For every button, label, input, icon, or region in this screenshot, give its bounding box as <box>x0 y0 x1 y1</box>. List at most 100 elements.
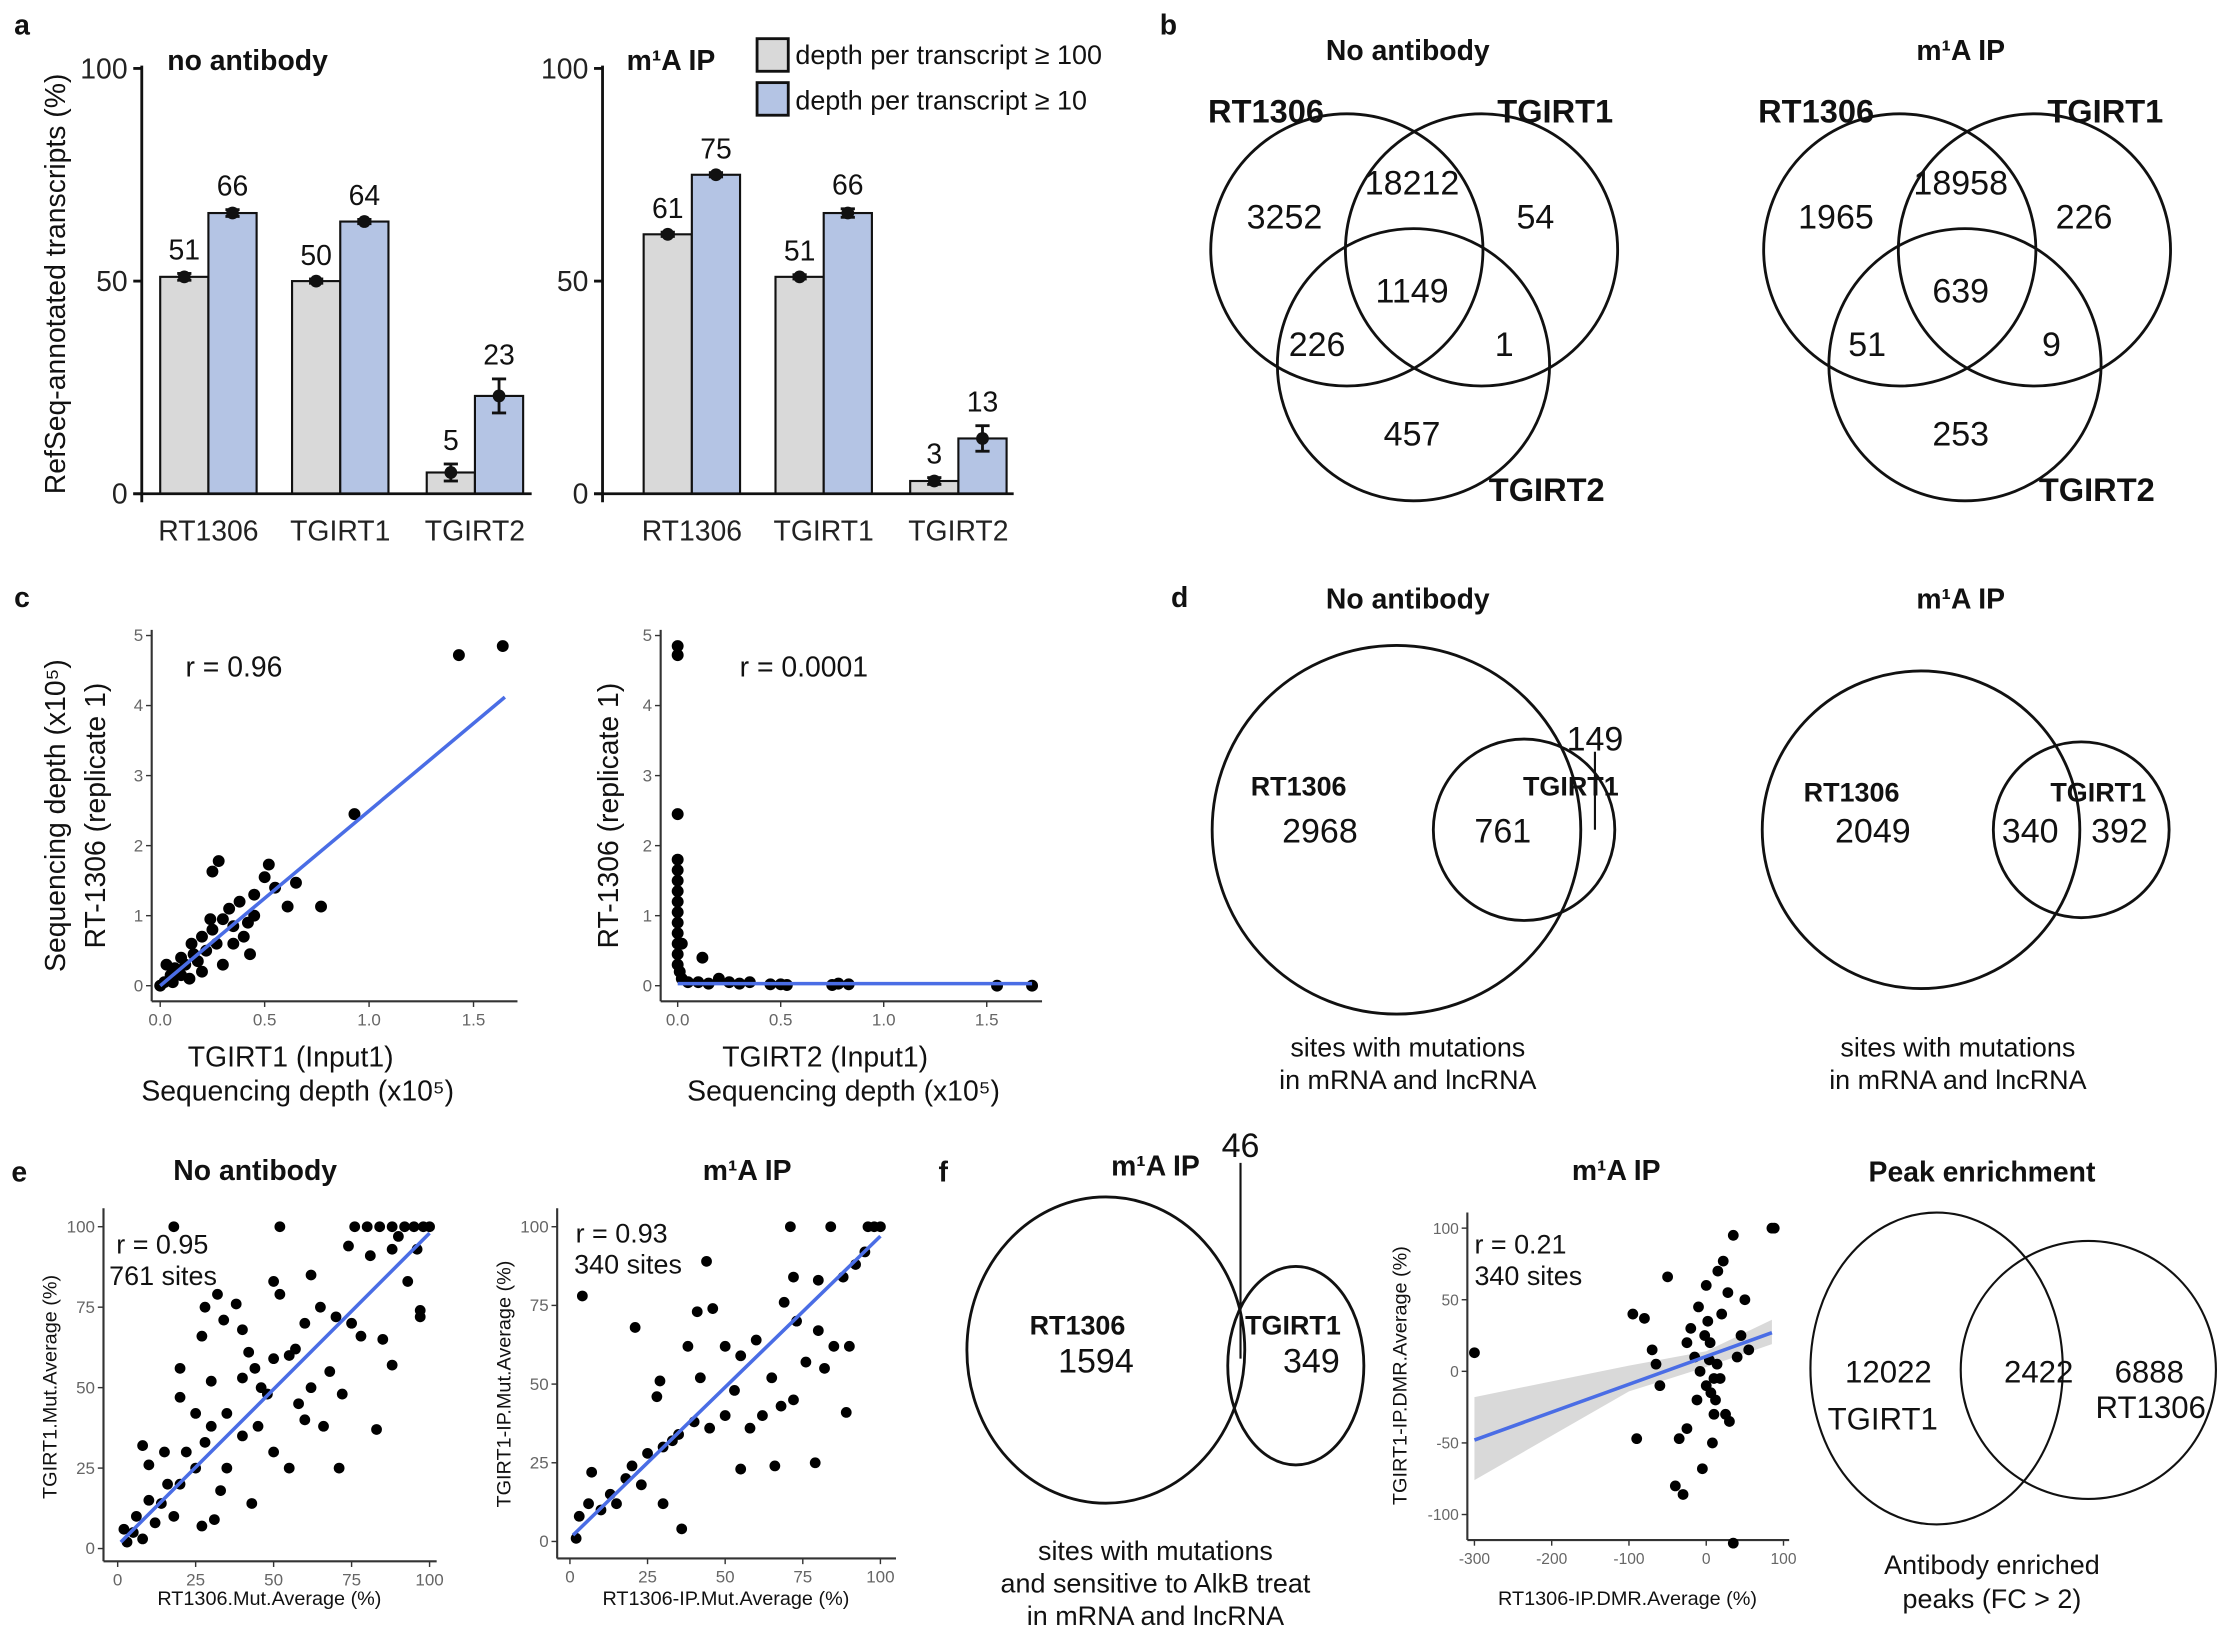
replicate-point <box>841 206 855 220</box>
venn-count: 18958 <box>1913 165 2008 203</box>
data-point <box>671 649 684 662</box>
bar <box>774 275 825 495</box>
f-right-title: Peak enrichment <box>1869 1156 2096 1188</box>
a-left-title: no antibody <box>167 45 328 77</box>
x-tick-label: -100 <box>1613 1551 1645 1568</box>
data-point <box>1708 1373 1720 1384</box>
x-tick-label: 0.5 <box>769 1010 793 1029</box>
f-left-caption: sites with mutations <box>1038 1536 1273 1566</box>
data-point <box>248 888 261 901</box>
y-tick-label: 0 <box>643 976 652 995</box>
data-point <box>1743 1344 1755 1356</box>
x-tick-label: 1.5 <box>462 1010 486 1029</box>
x-tick-label: RT1306 <box>642 516 742 548</box>
x-tick-label: 0 <box>113 1570 122 1589</box>
data-point <box>190 1407 202 1419</box>
venn-count: 12022 <box>1845 1355 1932 1390</box>
data-point <box>299 1317 311 1329</box>
data-point <box>675 937 688 950</box>
data-point <box>671 853 684 866</box>
data-point <box>137 1440 149 1451</box>
data-point <box>654 1375 666 1387</box>
bar-data-label: 50 <box>300 240 332 272</box>
venn-label-rt1306: RT1306 <box>1208 92 1324 129</box>
data-point <box>819 1362 830 1374</box>
data-point <box>243 1346 255 1358</box>
data-point <box>1696 1463 1708 1475</box>
b-right-title: m¹A IP <box>1916 35 2005 67</box>
panel-letter-b: b <box>1160 9 1177 41</box>
y-tick-label: 3 <box>134 766 143 785</box>
data-point <box>204 913 217 926</box>
data-point <box>573 1510 585 1522</box>
data-point <box>223 902 236 915</box>
panel-letter-e: e <box>11 1156 27 1188</box>
data-point <box>392 1230 404 1242</box>
data-point <box>221 1407 233 1419</box>
data-point <box>305 1382 317 1394</box>
venn-count: 226 <box>2056 199 2113 237</box>
data-point <box>205 1420 217 1432</box>
venn-label-rt1306: RT1306 <box>1030 1310 1126 1340</box>
venn-circle-tgirt1 <box>1809 1211 2064 1526</box>
data-point <box>701 1255 712 1267</box>
data-point <box>496 640 509 652</box>
bar-chart-a-left: 0 50 100 51 66 RT1306 50 64 TGIRT1 5 23 TGIRT2 <box>80 53 532 548</box>
data-point <box>127 1527 139 1538</box>
venn-circle-rt1306 <box>1959 1239 2217 1500</box>
c-right-x-label: TGIRT2 (Input1) <box>722 1042 928 1074</box>
venn-circle-rt1306 <box>1209 112 1485 388</box>
x-tick-label: TGIRT1 <box>290 516 390 548</box>
data-point <box>757 1410 768 1421</box>
bar-data-label: 66 <box>832 170 864 202</box>
data-point <box>386 1221 398 1233</box>
x-tick-label: 1.0 <box>357 1010 381 1029</box>
regression-line <box>119 1231 431 1544</box>
d-left-caption-2: in mRNA and lncRNA <box>1279 1065 1536 1095</box>
e-right-title: m¹A IP <box>703 1155 792 1187</box>
y-tick-label: 100 <box>1433 1221 1459 1238</box>
venn-count: 149 <box>1567 720 1624 758</box>
venn-count: 1149 <box>1375 272 1448 310</box>
y-tick-label: 2 <box>643 836 652 855</box>
venn-count: 46 <box>1222 1127 1260 1165</box>
data-point <box>206 865 219 878</box>
data-point <box>707 1303 719 1314</box>
data-point <box>1735 1330 1747 1341</box>
data-point <box>784 1221 796 1233</box>
data-point <box>268 1353 280 1365</box>
data-point <box>315 900 327 913</box>
regression-line <box>571 1234 882 1537</box>
data-point <box>1739 1294 1751 1306</box>
y-tick-label: 50 <box>530 1375 549 1394</box>
x-tick-label: -300 <box>1459 1551 1491 1568</box>
x-tick-label: 1.0 <box>872 1010 896 1029</box>
bar-data-label: 51 <box>784 236 816 268</box>
venn-circle-tgirt1 <box>1344 112 1620 388</box>
data-point <box>199 1301 211 1313</box>
data-point <box>1700 1280 1712 1291</box>
data-point <box>570 1532 582 1544</box>
legend-label-depth10: depth per transcript ≥ 10 <box>795 86 1087 116</box>
y-tick-label: 0 <box>134 976 143 995</box>
y-tick-label: 100 <box>541 53 588 85</box>
data-point <box>1768 1222 1780 1234</box>
data-point <box>374 1221 386 1233</box>
data-point <box>233 895 246 908</box>
data-point <box>208 1514 220 1525</box>
replicate-point <box>927 474 941 488</box>
data-point <box>168 1510 180 1522</box>
y-tick-label: 25 <box>530 1453 549 1472</box>
panel-letter-d: d <box>1171 582 1188 614</box>
bar-data-label: 5 <box>443 425 459 457</box>
data-point <box>611 1498 622 1510</box>
venn-count: 18212 <box>1365 165 1460 203</box>
data-point <box>1694 1365 1706 1377</box>
venn-circle-tgirt1 <box>1991 740 2171 920</box>
y-tick-label: 25 <box>76 1459 95 1478</box>
data-point <box>1691 1394 1703 1406</box>
data-point <box>196 1520 208 1532</box>
data-point <box>333 1462 345 1474</box>
data-point <box>330 1311 342 1323</box>
data-point <box>348 808 361 821</box>
